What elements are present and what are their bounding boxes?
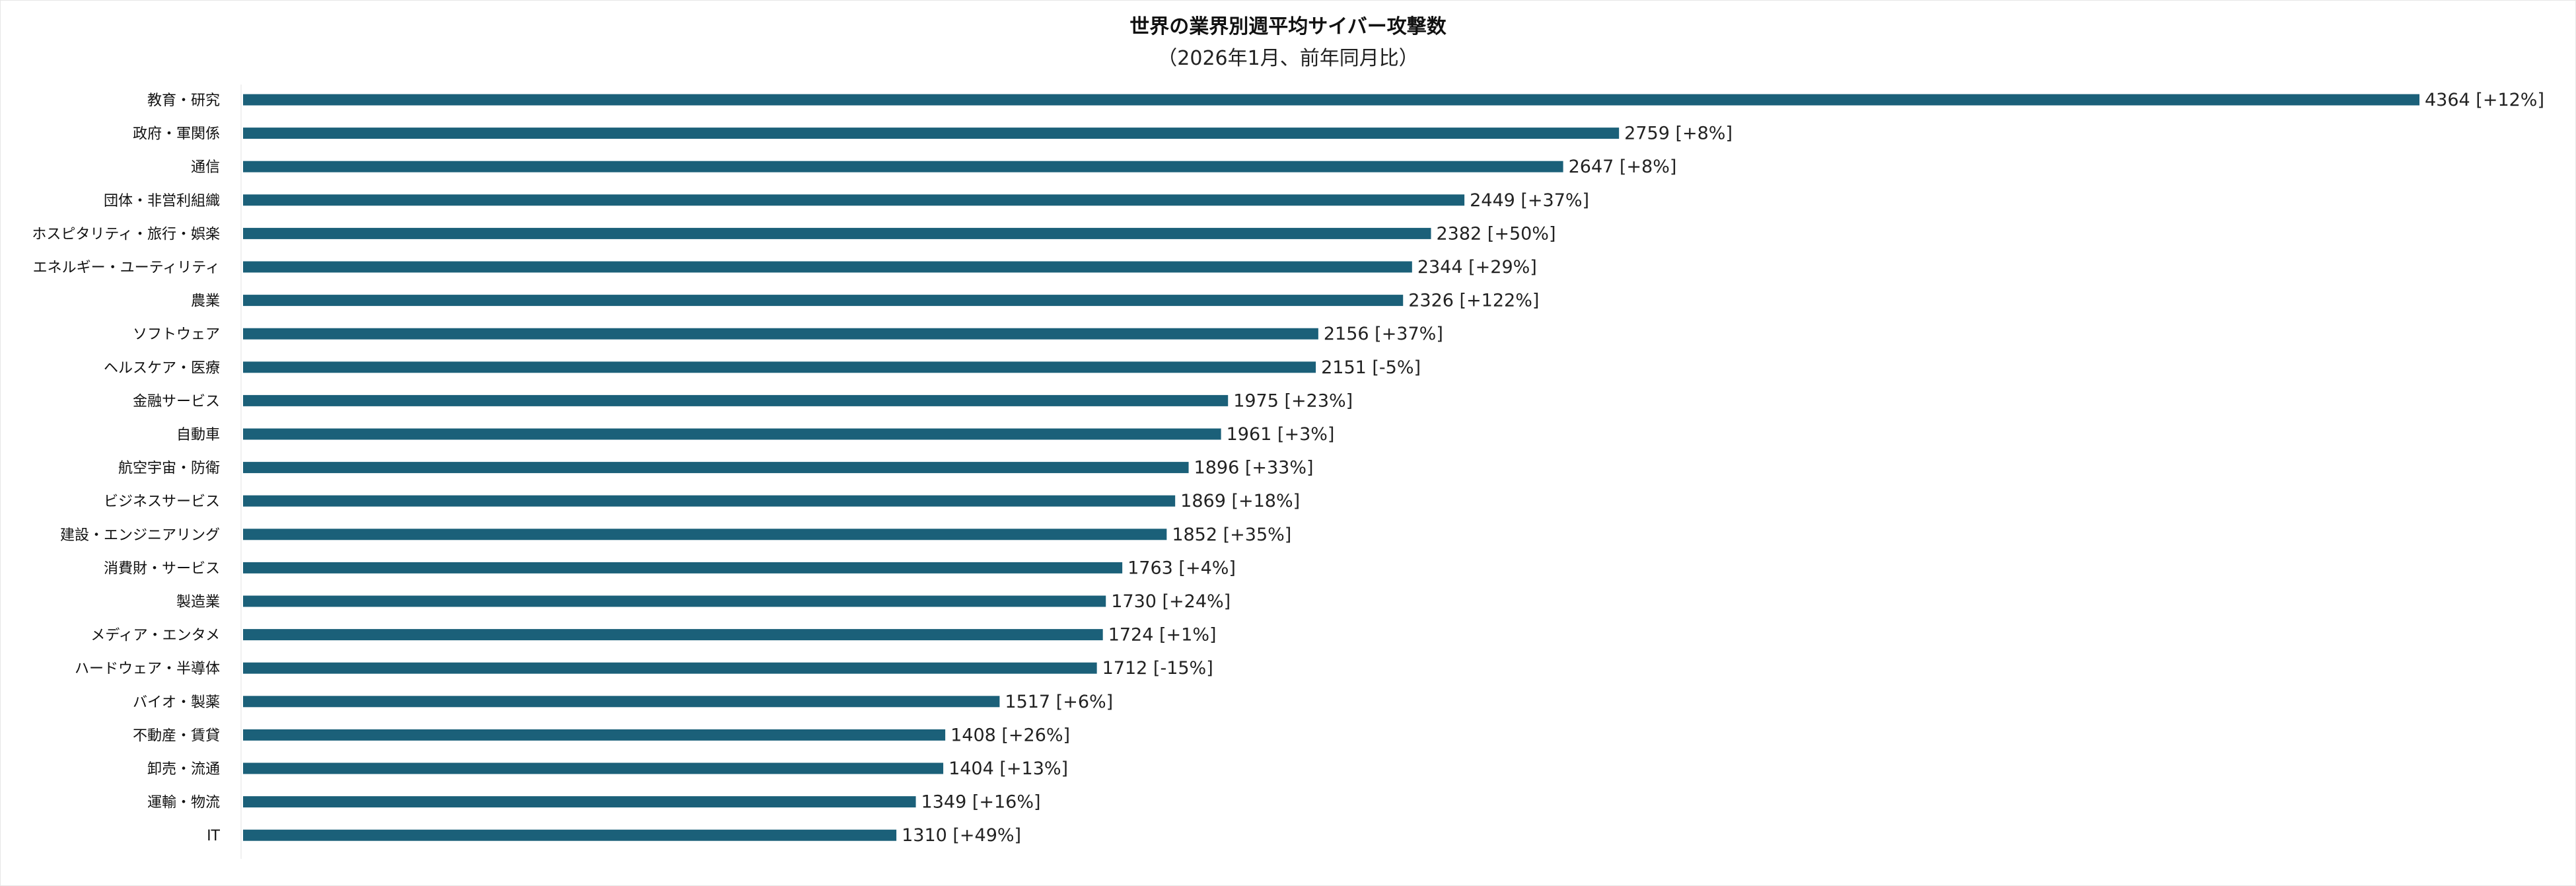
category-label: エネルギー・ユーティリティ: [33, 260, 220, 276]
category-label: 消費財・サービス: [104, 560, 220, 577]
data-label: 2344 [+29%]: [1417, 257, 1537, 277]
category-label: 政府・軍関係: [133, 126, 220, 143]
data-label: 4364 [+12%]: [2425, 90, 2544, 110]
chart-subtitle: （2026年1月、前年同月比）: [1157, 47, 1418, 70]
bar: [243, 328, 1318, 340]
bar: [243, 529, 1167, 540]
bar: [243, 696, 1000, 708]
category-label: 航空宇宙・防衛: [118, 461, 220, 477]
category-label: ソフトウェア: [133, 326, 220, 343]
category-label: 不動産・賃貸: [133, 727, 220, 744]
category-label: 製造業: [176, 594, 220, 610]
bar: [243, 829, 897, 841]
data-label: 1712 [-15%]: [1102, 658, 1213, 679]
bar: [243, 261, 1412, 273]
category-label: 運輸・物流: [147, 795, 220, 811]
category-label: IT: [207, 828, 220, 844]
bar: [243, 495, 1176, 507]
bar: [243, 94, 2419, 106]
data-label: 1961 [+3%]: [1227, 424, 1335, 445]
bar: [243, 428, 1221, 440]
bar: [243, 729, 946, 741]
bar: [243, 394, 1229, 406]
category-label: 自動車: [176, 427, 220, 443]
data-label: 1404 [+13%]: [948, 758, 1068, 779]
bar: [243, 227, 1431, 239]
category-label: 建設・エンジニアリング: [60, 527, 220, 544]
data-label: 1408 [+26%]: [950, 725, 1070, 745]
bar: [243, 629, 1103, 641]
data-label: 1724 [+1%]: [1108, 625, 1217, 646]
data-label: 2382 [+50%]: [1437, 223, 1556, 244]
bar: [243, 194, 1465, 206]
category-label: ホスピタリティ・旅行・娯楽: [32, 226, 220, 242]
category-label: バイオ・製薬: [133, 694, 220, 711]
data-label: 1310 [+49%]: [902, 825, 1021, 846]
category-label: ハードウェア・半導体: [75, 661, 220, 677]
category-label: メディア・エンタメ: [90, 628, 220, 644]
data-label: 1852 [+35%]: [1172, 525, 1291, 545]
bar: [243, 762, 944, 774]
data-label: 2647 [+8%]: [1569, 157, 1677, 177]
bar: [243, 361, 1316, 373]
category-label: ヘルスケア・医療: [104, 360, 220, 377]
data-label: 2449 [+37%]: [1470, 190, 1589, 211]
bar: [243, 128, 1620, 139]
data-label: 2326 [+122%]: [1408, 291, 1539, 311]
category-label: ビジネスサービス: [104, 494, 220, 510]
data-label: 1975 [+23%]: [1233, 390, 1353, 411]
bar: [243, 662, 1097, 674]
bar: [243, 796, 916, 808]
bars-group: 教育・研究 4364 [+12%] 政府・軍関係 2759 [+8%] 通信 2647 […: [32, 90, 2544, 846]
data-label: 2156 [+37%]: [1324, 324, 1443, 344]
data-label: 1763 [+4%]: [1127, 558, 1236, 578]
category-label: 団体・非営利組織: [104, 193, 220, 209]
category-label: 卸売・流通: [147, 761, 220, 778]
bar: [243, 562, 1123, 573]
category-label: 教育・研究: [147, 92, 220, 109]
bar: [243, 462, 1189, 474]
bar: [243, 161, 1563, 172]
category-label: 通信: [191, 159, 220, 176]
data-label: 1896 [+33%]: [1194, 458, 1314, 478]
data-label: 1869 [+18%]: [1180, 491, 1300, 511]
bar: [243, 595, 1106, 607]
bar: [243, 295, 1404, 307]
data-label: 1517 [+6%]: [1005, 692, 1113, 712]
data-label: 1730 [+24%]: [1111, 591, 1231, 612]
data-label: 2151 [-5%]: [1321, 357, 1421, 378]
data-label: 1349 [+16%]: [921, 792, 1041, 813]
data-label: 2759 [+8%]: [1624, 124, 1733, 144]
chart-title: 世界の業界別週平均サイバー攻撃数: [1129, 15, 1447, 38]
category-label: 農業: [191, 293, 220, 310]
category-label: 金融サービス: [133, 393, 220, 410]
